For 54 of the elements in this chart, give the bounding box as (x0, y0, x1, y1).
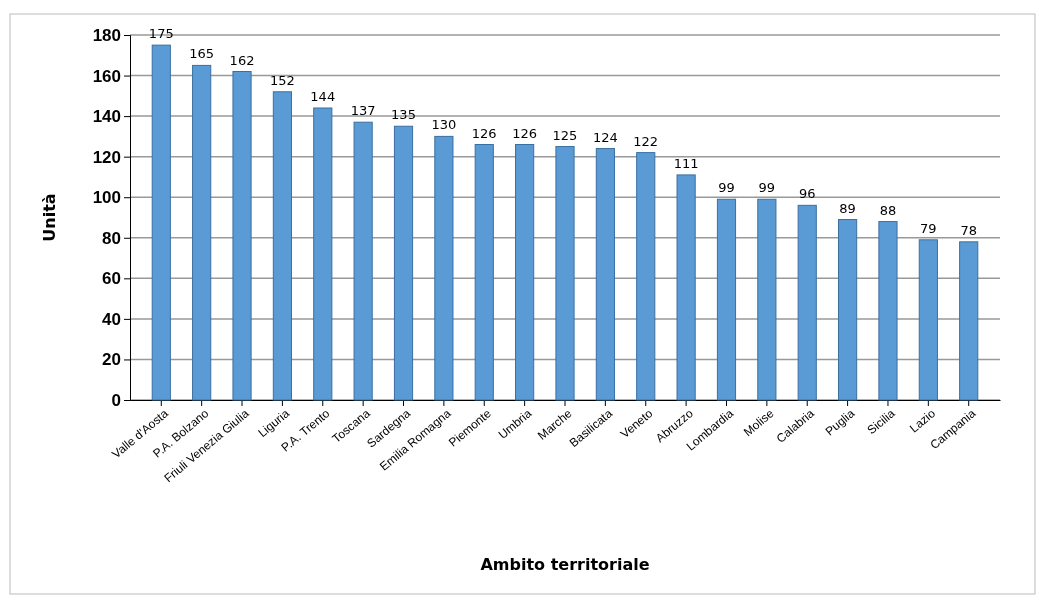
bar (716, 198, 737, 401)
bar (313, 107, 333, 401)
y-tick-label: 60 (102, 269, 121, 289)
bar (515, 144, 535, 401)
bar (393, 125, 414, 401)
y-tick-label: 100 (92, 188, 121, 208)
data-label: 152 (269, 72, 295, 88)
data-label: 122 (633, 133, 659, 149)
data-label: 130 (431, 117, 457, 133)
bar (797, 204, 817, 401)
y-axis-title: Unità (40, 193, 59, 242)
data-label: 99 (718, 180, 735, 196)
data-label: 135 (391, 107, 416, 123)
bar (232, 71, 252, 401)
data-label: 144 (310, 89, 336, 104)
data-label: 126 (471, 125, 497, 141)
bar (434, 135, 454, 401)
y-tick-label: 40 (102, 309, 121, 329)
data-label: 162 (229, 52, 255, 68)
bar (676, 174, 696, 401)
bar (272, 91, 292, 401)
bar (918, 239, 938, 401)
y-tick-label: 120 (92, 147, 121, 167)
data-label: 96 (798, 186, 816, 202)
data-label: 111 (673, 155, 699, 171)
bar (838, 219, 858, 401)
bar (353, 121, 373, 401)
bar (959, 241, 979, 401)
data-label: 99 (758, 180, 776, 196)
data-label: 165 (189, 46, 215, 62)
data-label: 79 (920, 220, 937, 236)
y-tick-label: 20 (102, 350, 121, 370)
y-tick-label: 0 (111, 390, 121, 410)
x-axis-title: Ambito territoriale (480, 555, 650, 574)
data-label: 175 (148, 26, 174, 42)
data-label: 89 (839, 200, 856, 216)
bar (878, 221, 898, 401)
data-label: 88 (879, 202, 897, 218)
y-tick-label: 80 (102, 228, 121, 248)
bar (192, 64, 212, 401)
bar (474, 144, 494, 401)
bar (636, 152, 656, 401)
data-label: 137 (350, 103, 376, 119)
bar (757, 198, 777, 401)
y-tick-label: 160 (92, 66, 121, 86)
y-tick-label: 180 (92, 25, 121, 45)
data-label: 78 (960, 222, 977, 238)
data-label: 126 (512, 125, 538, 141)
bar (555, 146, 575, 401)
y-tick-label: 140 (92, 107, 121, 127)
bar (151, 44, 171, 401)
bar (595, 148, 615, 401)
data-label: 125 (552, 127, 578, 143)
data-label: 124 (592, 129, 618, 145)
